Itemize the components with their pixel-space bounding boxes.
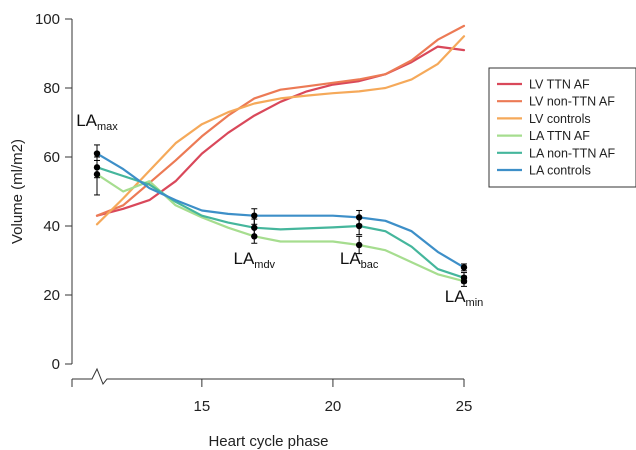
annotation-label-bac: LAbac (340, 249, 379, 271)
y-tick-label: 80 (43, 80, 60, 97)
data-point (93, 171, 101, 178)
x-tick-label: 20 (325, 398, 342, 415)
legend-item: LA non-TTN AF (497, 146, 616, 160)
legend-item: LA TTN AF (497, 129, 590, 143)
series-line-5 (95, 152, 466, 269)
y-axis-title: Volume (ml/m2) (9, 139, 26, 244)
annotation-label-min: LAmin (445, 287, 484, 309)
data-point (355, 222, 363, 230)
legend-item: LV TTN AF (497, 78, 590, 92)
legend: LV TTN AF LV non-TTN AF LV controls LA TTN … (488, 67, 636, 188)
x-axis-title: Heart cycle phase (208, 433, 328, 450)
legend-label: LA TTN AF (529, 129, 590, 143)
legend-item: LA controls (497, 164, 591, 178)
axes: 0 20 40 60 80 100 15 20 25 (35, 11, 472, 415)
annotation-label-mdv: LAmdv (233, 249, 275, 271)
data-point (251, 212, 258, 219)
data-point (460, 264, 468, 271)
data-point (355, 241, 363, 249)
error-bar (460, 263, 468, 272)
y-tick-label: 100 (35, 11, 60, 28)
data-point (251, 233, 258, 240)
data-point (93, 150, 101, 157)
error-bar (355, 235, 363, 255)
legend-box (488, 67, 636, 188)
data-point (460, 278, 468, 285)
x-tick-label: 15 (194, 398, 211, 415)
error-bar (93, 156, 101, 196)
series-line-1 (95, 24, 466, 217)
legend-label: LA non-TTN AF (529, 146, 616, 160)
error-bar (460, 275, 468, 287)
legend-item: LV controls (497, 112, 591, 126)
error-bar (355, 216, 363, 236)
y-tick-label: 20 (43, 287, 60, 304)
annotation-label-max: LAmax (76, 111, 118, 133)
legend-label: LV non-TTN AF (529, 95, 615, 109)
x-tick-label: 25 (456, 398, 473, 415)
legend-label: LA controls (529, 164, 591, 178)
series-line-2 (95, 35, 466, 226)
plot-area: LAmax LAmdv LAbac LAmin (76, 24, 484, 309)
y-tick-label: 40 (43, 218, 60, 235)
y-tick-label: 60 (43, 149, 60, 166)
y-tick-label: 0 (52, 356, 60, 373)
x-axis-line-with-break (72, 367, 464, 385)
legend-item: LV non-TTN AF (497, 95, 615, 109)
legend-label: LV TTN AF (529, 78, 590, 92)
legend-label: LV controls (529, 112, 591, 126)
error-bar (251, 227, 258, 244)
series-line-4 (95, 166, 466, 279)
